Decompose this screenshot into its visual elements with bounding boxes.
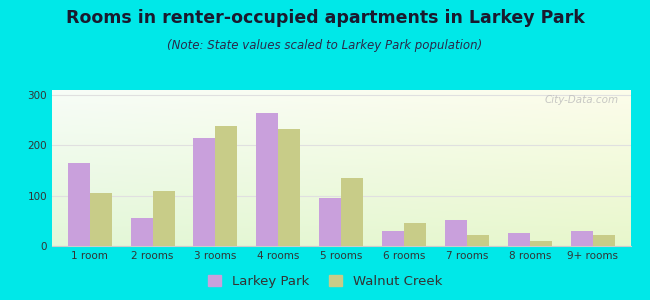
Legend: Larkey Park, Walnut Creek: Larkey Park, Walnut Creek (203, 270, 447, 293)
Bar (530, 241, 552, 246)
Bar (90, 193, 112, 246)
Text: Rooms in renter-occupied apartments in Larkey Park: Rooms in renter-occupied apartments in L… (66, 9, 584, 27)
Bar (341, 178, 363, 246)
Bar (256, 112, 278, 246)
Bar (68, 163, 90, 246)
Bar (445, 220, 467, 246)
Bar (131, 218, 153, 246)
Text: City-Data.com: City-Data.com (545, 95, 619, 105)
Bar (467, 235, 489, 246)
Bar (194, 138, 216, 246)
Bar (508, 233, 530, 246)
Bar (153, 190, 175, 246)
Bar (216, 126, 237, 246)
Bar (319, 198, 341, 246)
Bar (593, 235, 615, 246)
Bar (278, 129, 300, 246)
Text: (Note: State values scaled to Larkey Park population): (Note: State values scaled to Larkey Par… (168, 39, 482, 52)
Bar (404, 224, 426, 246)
Bar (571, 231, 593, 246)
Bar (382, 231, 404, 246)
